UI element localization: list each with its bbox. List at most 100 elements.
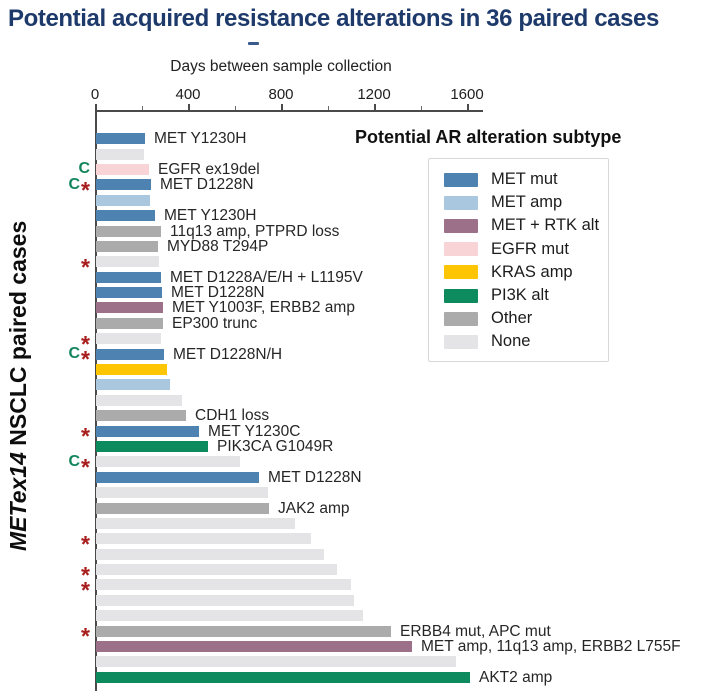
asterisk-marker: * xyxy=(81,453,90,480)
asterisk-marker: * xyxy=(81,330,90,357)
bar-label: 11q13 amp, PTPRD loss xyxy=(170,222,340,240)
bar-label: MET amp, 11q13 amp, ERBB2 L755F xyxy=(421,638,681,656)
clinical-c-marker: C xyxy=(68,175,81,193)
x-tick-mark xyxy=(95,104,97,110)
bar-label: MET D1228N xyxy=(171,284,265,302)
case-bar-none xyxy=(96,394,182,406)
x-tick-label: 1600 xyxy=(450,86,484,103)
clinical-c-marker: C xyxy=(68,345,81,363)
case-bar-none xyxy=(96,564,337,576)
bar-row xyxy=(0,485,725,500)
bar-label: ERBB4 mut, APC mut xyxy=(400,622,551,640)
case-bar-none xyxy=(96,256,159,268)
bar-row: MET Y1230H xyxy=(0,131,725,146)
bar-row xyxy=(0,393,725,408)
legend-item-other: Other xyxy=(429,307,608,330)
bar-label: AKT2 amp xyxy=(479,668,553,686)
bar-row: MET D1228A/E/H + L1195V xyxy=(0,269,725,285)
bar-row: MET amp, 11q13 amp, ERBB2 L755F xyxy=(0,639,725,654)
legend-item-met_mut: MET mut xyxy=(429,168,608,191)
bar-row: C * MET D1228N xyxy=(0,175,725,203)
case-bar-other xyxy=(96,502,269,514)
legend-item-met_amp: MET amp xyxy=(429,191,608,214)
clinical-c-marker: C xyxy=(78,160,90,178)
case-bar-other xyxy=(96,625,391,637)
clinical-c-marker: C xyxy=(68,452,81,470)
case-bar-pi3k_alt xyxy=(96,671,470,683)
asterisk-marker: * xyxy=(81,530,90,557)
bar-label: EP300 trunc xyxy=(172,314,258,332)
bar-row: C * MET D1228N/H xyxy=(0,345,725,371)
row-annotation: * xyxy=(0,625,93,648)
bar-row: PIK3CA G1049R xyxy=(0,439,725,454)
asterisk-marker: * xyxy=(81,623,90,650)
case-bar-egfr_mut xyxy=(96,163,149,175)
x-tick-mark xyxy=(374,104,376,110)
x-tick-label: 0 xyxy=(90,86,100,103)
bar-label: MET D1228N xyxy=(268,468,362,486)
bar-row: AKT2 amp xyxy=(0,670,725,685)
bar-label: EGFR ex19del xyxy=(158,160,260,178)
x-tick-label: 400 xyxy=(175,86,201,103)
case-bar-other xyxy=(96,225,161,237)
legend-swatch-egfr_mut xyxy=(444,242,478,257)
bar-label: CDH1 loss xyxy=(195,407,270,425)
legend-swatch-pi3k_alt xyxy=(444,288,478,303)
bar-row: * xyxy=(0,562,725,586)
bar-label: MET Y1003F, ERBB2 amp xyxy=(172,299,355,317)
case-bar-other xyxy=(96,410,186,422)
x-minor-tick-mark xyxy=(141,106,143,110)
asterisk-marker: * xyxy=(81,253,90,280)
legend-swatch-none xyxy=(444,334,478,349)
case-bar-none xyxy=(96,487,268,499)
case-bar-none xyxy=(96,456,240,468)
bar-label: JAK2 amp xyxy=(278,499,350,517)
asterisk-marker: * xyxy=(81,176,90,203)
bar-row: CDH1 loss xyxy=(0,408,725,423)
case-bar-met_mut xyxy=(96,287,162,299)
legend-item-pi3k_alt: PI3K alt xyxy=(429,284,608,307)
legend-label: MET amp xyxy=(491,193,563,212)
legend-swatch-met_mut xyxy=(444,172,478,187)
row-annotation: * xyxy=(0,532,93,555)
y-axis-line xyxy=(95,110,97,691)
case-bar-met_mut xyxy=(96,425,199,437)
bar-row: JAK2 amp xyxy=(0,499,725,517)
x-axis-line xyxy=(95,110,483,112)
bar-label: MET D1228N xyxy=(160,176,254,194)
bar-row: EP300 trunc xyxy=(0,316,725,331)
case-bar-none xyxy=(96,594,354,606)
bar-row: * xyxy=(0,577,725,601)
legend-swatch-met_rtk xyxy=(444,218,478,233)
case-bar-kras_amp xyxy=(96,364,167,376)
case-bar-pi3k_alt xyxy=(96,440,208,452)
x-tick-mark xyxy=(281,104,283,110)
bar-row xyxy=(0,593,725,608)
bar-row xyxy=(0,654,725,669)
bar-row xyxy=(0,146,725,161)
case-bar-met_rtk xyxy=(96,302,163,314)
row-annotation: * xyxy=(0,255,93,278)
bar-row: * xyxy=(0,531,725,555)
legend-title: Potential AR alteration subtype xyxy=(355,127,622,147)
case-bar-other xyxy=(96,317,163,329)
bar-row: MET D1228N xyxy=(0,470,725,485)
bar-label: MYD88 T294P xyxy=(167,237,269,255)
case-bar-none xyxy=(96,579,351,591)
case-bar-other xyxy=(96,240,158,252)
case-bar-none xyxy=(96,610,363,622)
row-annotation: * xyxy=(0,332,93,355)
case-bar-none xyxy=(96,517,295,529)
bar-row: C * xyxy=(0,452,725,480)
x-minor-tick-mark xyxy=(234,106,236,110)
bar-label: MET Y1230C xyxy=(208,422,301,440)
bar-row xyxy=(0,362,725,377)
row-annotation: * xyxy=(0,578,93,601)
legend-swatch-other xyxy=(444,311,478,326)
x-minor-tick-mark xyxy=(327,106,329,110)
case-bar-met_mut xyxy=(96,471,259,483)
row-annotation: * xyxy=(0,563,93,586)
bar-row: C EGFR ex19del xyxy=(0,160,725,178)
bar-row xyxy=(0,193,725,208)
